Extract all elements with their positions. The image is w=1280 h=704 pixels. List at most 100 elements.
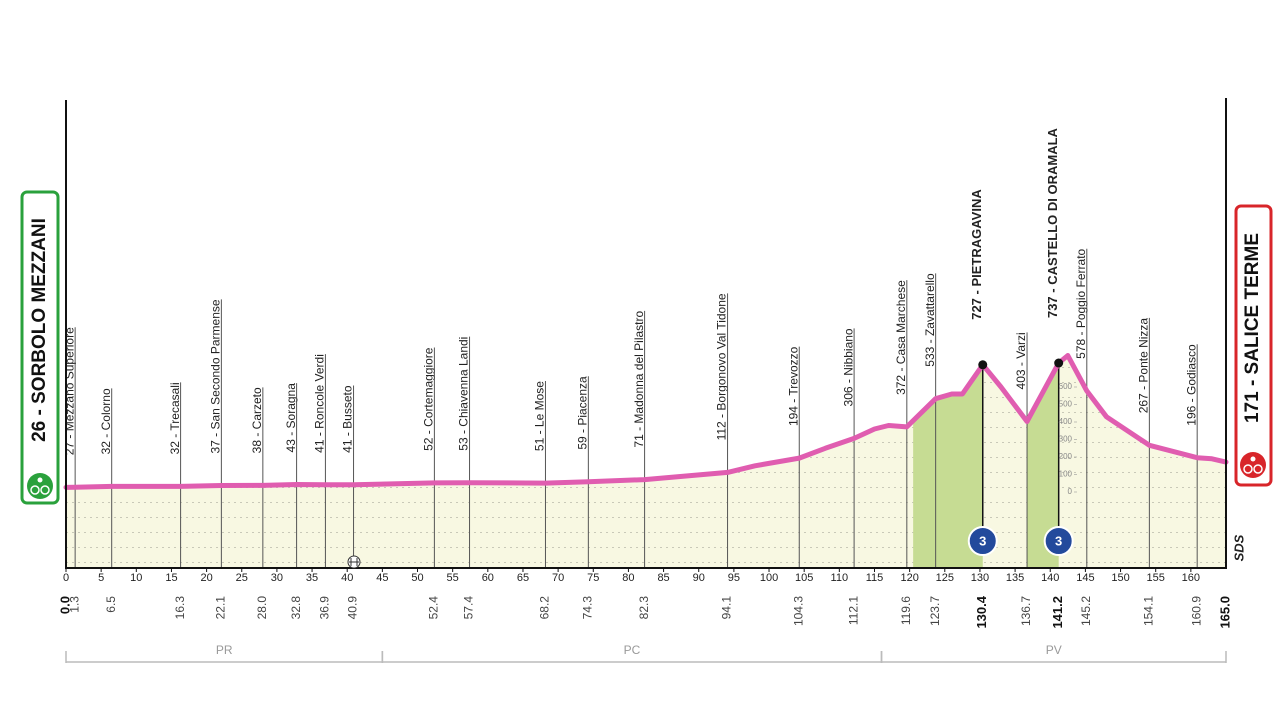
waypoint-label: 59 - Piacenza [576,376,590,450]
waypoint-km-label: 68.2 [538,596,552,620]
waypoint-km-label: 28.0 [255,596,269,620]
x-tick-label: 0 [63,572,69,584]
x-tick-label: 115 [866,572,884,584]
waypoint-km-label: 6.5 [104,596,118,613]
waypoint-km-label: 1.3 [67,596,81,613]
x-tick-label: 35 [306,572,318,584]
x-tick-label: 145 [1076,572,1094,584]
waypoint-km-label: 160.9 [1189,596,1203,626]
x-tick-label: 20 [200,572,212,584]
start-label: 26 - SORBOLO MEZZANI [29,218,50,442]
x-tick-label: 125 [936,572,954,584]
y-tick-label: 200 [1059,452,1073,461]
finish-box: 171 - SALICE TERME [1234,204,1273,487]
climb-badge [967,526,998,556]
x-tick-label: 45 [376,572,388,584]
climb-category: 3 [1055,533,1062,548]
finish-km-label: 165.0 [1217,596,1232,629]
finish-label: 171 - SALICE TERME [1242,233,1263,423]
waypoint-label: 372 - Casa Marchese [894,280,908,395]
waypoint-km-label: 22.1 [214,596,228,620]
x-tick-label: 85 [657,572,669,584]
waypoint-label: 578 - Poggio Ferrato [1074,248,1088,358]
climb-summit [1054,358,1064,368]
logo: SDS [1231,534,1246,561]
waypoint-km-label: 82.3 [637,596,651,620]
waypoint-label: 43 - Soragna [284,383,298,453]
x-tick-label: 135 [1006,572,1024,584]
sprint-icon [347,555,361,569]
x-tick-label: 55 [447,572,459,584]
x-tick-label: 70 [552,572,564,584]
waypoint-label: 71 - Madonna del Pilastro [632,311,646,448]
climb-label: 737 - CASTELLO DI ORAMALA [1045,127,1060,318]
waypoint-label: 32 - Colorno [99,388,113,454]
waypoint-km-label: 32.8 [289,596,303,620]
y-tick-label: 400 [1059,417,1073,426]
waypoint-label: 37 - San Secondo Parmense [209,299,223,453]
x-tick-label: 95 [728,572,740,584]
climb-summit [978,360,988,370]
waypoint-km-label: 36.9 [318,596,332,620]
waypoint-km-label: 154.1 [1142,596,1156,626]
waypoint-km-label: 136.7 [1019,596,1033,626]
y-tick-label: 600 [1059,382,1073,391]
x-tick-label: 155 [1147,572,1165,584]
x-tick-label: 150 [1111,572,1129,584]
climb-label: 727 - PIETRAGAVINA [969,189,984,320]
x-tick-label: 40 [341,572,353,584]
waypoint-label: 306 - Nibbiano [841,328,855,406]
x-tick-label: 160 [1182,572,1200,584]
x-tick-label: 105 [795,572,813,584]
x-tick-label: 25 [236,572,248,584]
y-tick-label: 500 [1059,400,1073,409]
waypoint-label: 38 - Carzeto [250,387,264,453]
waypoint-km-label: 104.3 [791,596,805,626]
x-tick-label: 30 [271,572,283,584]
waypoint-label: 533 - Zavattarello [923,273,937,367]
x-tick-label: 110 [831,572,849,584]
x-tick-label: 140 [1041,572,1059,584]
y-tick-label: 0 [1068,487,1073,496]
climb-category: 3 [979,533,986,548]
waypoint-label: 32 - Trecasali [168,382,182,454]
waypoint-km-label: 123.7 [928,596,942,626]
waypoint-label: 194 - Trevozzo [786,346,800,426]
climb-badge [1043,526,1074,556]
x-tick-label: 65 [517,572,529,584]
y-tick-label: 100 [1059,470,1073,479]
waypoint-label: 403 - Varzi [1014,332,1028,389]
region-label: PR [216,643,233,657]
waypoint-label: 52 - Cortemaggiore [422,347,436,451]
x-tick-label: 50 [411,572,423,584]
x-tick-label: 120 [900,572,918,584]
waypoint-label: 112 - Borgonovo Val Tidone [715,293,729,440]
x-tick-label: 60 [482,572,494,584]
x-tick-label: 80 [622,572,634,584]
x-tick-label: 75 [587,572,599,584]
waypoint-km-label: 130.4 [974,595,989,628]
waypoint-label: 41 - Busseto [341,385,355,453]
waypoint-label: 267 - Ponte Nizza [1137,318,1151,414]
start-box: 26 - SORBOLO MEZZANI [20,190,60,505]
start-km-label: 0.0 [57,596,72,614]
waypoint-label: 53 - Chiavenna Landi [457,337,471,451]
x-tick-label: 5 [98,572,104,584]
waypoint-km-label: 119.6 [899,596,913,625]
waypoint-km-label: 145.2 [1079,596,1093,626]
waypoint-label: 196 - Godiasco [1184,344,1198,426]
waypoint-km-label: 57.4 [462,596,476,620]
x-tick-label: 10 [130,572,142,584]
x-tick-label: 15 [165,572,177,584]
waypoint-km-label: 112.1 [846,596,860,625]
waypoint-km-label: 74.3 [581,596,595,620]
x-tick-label: 130 [971,572,989,584]
waypoint-km-label: 16.3 [173,596,187,620]
x-tick-label: 100 [760,572,778,584]
region-label: PC [624,643,641,657]
waypoint-km-label: 52.4 [427,596,441,620]
y-tick-label: 300 [1059,435,1073,444]
